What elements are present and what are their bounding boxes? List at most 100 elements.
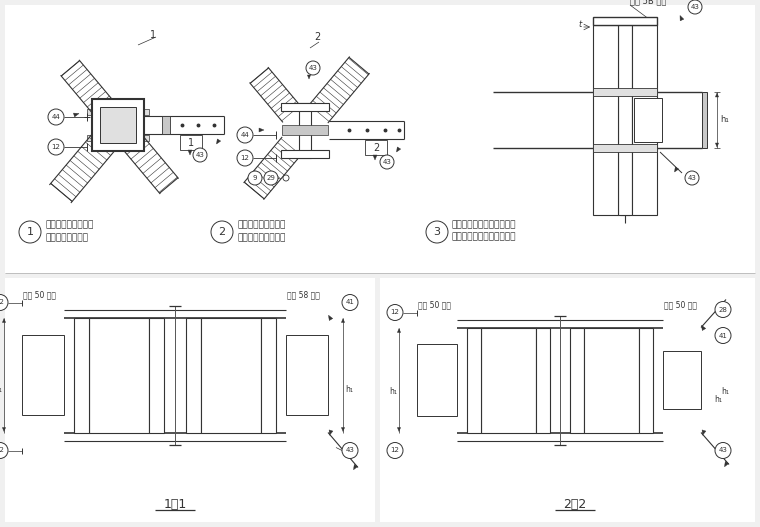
Bar	[536, 327, 550, 433]
Polygon shape	[2, 318, 5, 323]
Polygon shape	[702, 430, 706, 435]
Text: t: t	[578, 20, 581, 29]
Polygon shape	[397, 147, 401, 152]
Circle shape	[387, 443, 403, 458]
Circle shape	[237, 150, 253, 166]
Polygon shape	[675, 167, 679, 172]
Bar	[467, 327, 481, 433]
Polygon shape	[341, 318, 344, 323]
Text: 顶层框架棁与筱形截面柱或
与工字形截面柱的刚性连接: 顶层框架棁与筱形截面柱或 与工字形截面柱的刚性连接	[452, 220, 517, 241]
Text: 43: 43	[346, 447, 354, 454]
Polygon shape	[329, 430, 333, 435]
Text: 按索 5B 适用: 按索 5B 适用	[630, 0, 667, 5]
Circle shape	[19, 221, 41, 243]
Polygon shape	[397, 328, 401, 333]
Circle shape	[237, 127, 253, 143]
Text: 29: 29	[267, 175, 275, 181]
Bar	[634, 98, 662, 142]
Text: h₁: h₁	[345, 385, 353, 395]
Bar	[5, 5, 755, 273]
Text: 43: 43	[718, 447, 727, 454]
Bar	[593, 88, 657, 96]
Bar	[593, 25, 618, 215]
Text: 非正交框架棁与工字
形截面柱的刚性连接: 非正交框架棁与工字 形截面柱的刚性连接	[237, 220, 285, 242]
Bar	[584, 327, 639, 433]
Bar	[663, 351, 701, 409]
Text: h₁: h₁	[720, 115, 729, 124]
Bar	[5, 278, 375, 522]
Text: 43: 43	[688, 175, 696, 181]
Bar	[201, 317, 261, 433]
Text: 按索 50 适用: 按索 50 适用	[664, 300, 697, 309]
Text: 非正交框架棁与筱形
截面柱的刚性连接: 非正交框架棁与筱形 截面柱的刚性连接	[45, 220, 93, 242]
Bar	[481, 327, 536, 433]
Text: 41: 41	[718, 333, 727, 338]
Circle shape	[283, 175, 289, 181]
Bar	[180, 135, 202, 150]
Bar	[286, 335, 328, 415]
Circle shape	[306, 61, 320, 75]
Text: 2: 2	[373, 143, 379, 153]
Text: 2: 2	[314, 32, 320, 42]
Circle shape	[342, 443, 358, 458]
Polygon shape	[2, 427, 5, 432]
Text: 12: 12	[241, 155, 249, 161]
Text: 12: 12	[0, 299, 5, 306]
Text: 1－1: 1－1	[163, 499, 187, 512]
Bar	[417, 344, 457, 416]
Circle shape	[342, 295, 358, 310]
Bar	[149, 317, 164, 433]
Polygon shape	[188, 150, 192, 155]
Bar	[162, 116, 170, 134]
Polygon shape	[328, 315, 333, 320]
Text: h₁: h₁	[0, 385, 2, 395]
Circle shape	[0, 295, 8, 310]
Circle shape	[426, 221, 448, 243]
Polygon shape	[74, 113, 79, 117]
Text: 3: 3	[433, 227, 441, 237]
Bar	[365, 140, 387, 155]
Bar	[87, 135, 149, 141]
Text: 2－2: 2－2	[563, 499, 587, 512]
Text: 12: 12	[0, 447, 5, 454]
Circle shape	[387, 305, 403, 320]
Circle shape	[264, 171, 278, 185]
Circle shape	[685, 171, 699, 185]
Bar	[22, 335, 64, 415]
Bar	[92, 99, 144, 151]
Text: 12: 12	[391, 309, 400, 316]
Text: 44: 44	[52, 114, 60, 120]
Polygon shape	[715, 93, 719, 97]
Text: 12: 12	[391, 447, 400, 454]
Circle shape	[48, 109, 64, 125]
Bar	[100, 107, 136, 143]
Text: 按索 50 适用: 按索 50 适用	[418, 300, 451, 309]
Bar	[380, 278, 755, 522]
Circle shape	[211, 221, 233, 243]
Polygon shape	[307, 75, 311, 79]
Text: 12: 12	[52, 144, 61, 150]
Circle shape	[380, 155, 394, 169]
Bar	[281, 150, 329, 158]
Bar	[186, 317, 201, 433]
Text: 28: 28	[718, 307, 727, 313]
Circle shape	[688, 0, 702, 14]
Bar	[593, 17, 657, 25]
Text: 44: 44	[241, 132, 249, 138]
Text: h₁: h₁	[389, 387, 397, 396]
Text: 43: 43	[195, 152, 204, 158]
Text: 9: 9	[253, 175, 257, 181]
Text: 1: 1	[27, 227, 33, 237]
Bar	[299, 102, 311, 158]
Text: 43: 43	[309, 65, 318, 71]
Circle shape	[715, 301, 731, 317]
Bar	[87, 109, 149, 115]
Circle shape	[193, 148, 207, 162]
Bar	[632, 25, 657, 215]
Polygon shape	[715, 143, 719, 147]
Polygon shape	[701, 325, 706, 330]
Bar	[570, 327, 584, 433]
Polygon shape	[680, 15, 684, 21]
Circle shape	[715, 327, 731, 344]
Circle shape	[0, 443, 8, 458]
